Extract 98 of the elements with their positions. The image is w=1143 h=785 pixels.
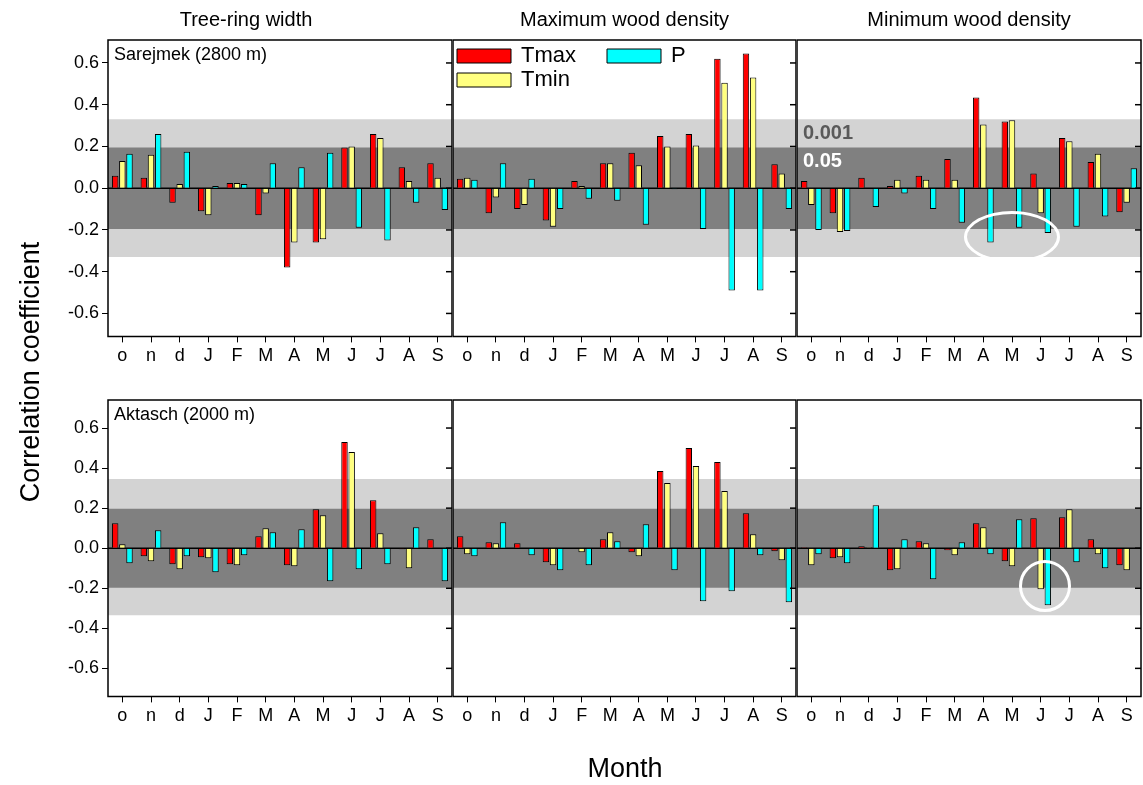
legend-label: P bbox=[671, 42, 686, 68]
x-tick-label: n bbox=[834, 345, 846, 366]
x-tick-label: n bbox=[834, 705, 846, 726]
x-tick-label: J bbox=[720, 705, 730, 726]
x-tick-label: M bbox=[315, 345, 331, 366]
y-tick-label: 0.0 bbox=[73, 537, 99, 558]
x-tick-label: F bbox=[576, 345, 588, 366]
x-tick-label: J bbox=[375, 705, 385, 726]
y-tick-label: 0.6 bbox=[73, 417, 99, 438]
x-tick-label: F bbox=[576, 705, 588, 726]
x-tick-label: A bbox=[977, 345, 990, 366]
x-tick-label: d bbox=[519, 345, 530, 366]
x-tick-label: J bbox=[203, 705, 213, 726]
y-tick-label: 0.6 bbox=[73, 51, 99, 72]
y-tick-label: -0.6 bbox=[67, 657, 99, 678]
y-tick-label: -0.4 bbox=[67, 617, 99, 638]
legend-label: Tmin bbox=[521, 66, 570, 92]
x-tick-label: n bbox=[490, 345, 501, 366]
band-label: 0.05 bbox=[803, 149, 842, 172]
x-tick-label: d bbox=[174, 345, 185, 366]
x-tick-label: o bbox=[117, 705, 128, 726]
x-tick-label: S bbox=[431, 705, 444, 726]
x-axis-title: Month bbox=[587, 752, 663, 784]
x-tick-label: M bbox=[1004, 705, 1020, 726]
x-tick-label: A bbox=[977, 705, 990, 726]
x-tick-label: o bbox=[117, 345, 128, 366]
x-tick-label: J bbox=[691, 345, 701, 366]
x-tick-label: d bbox=[863, 705, 874, 726]
annotation: Sarejmek (2800 m) bbox=[114, 43, 268, 64]
x-tick-label: J bbox=[347, 705, 357, 726]
x-tick-label: M bbox=[947, 705, 963, 726]
y-tick-label: -0.2 bbox=[67, 577, 99, 598]
chart-title: Maximum wood density bbox=[520, 7, 729, 30]
x-tick-label: M bbox=[602, 345, 618, 366]
x-tick-label: S bbox=[1120, 705, 1133, 726]
x-tick-label: J bbox=[1036, 345, 1046, 366]
x-tick-label: J bbox=[203, 345, 213, 366]
y-tick-label: -0.2 bbox=[67, 218, 99, 239]
x-tick-label: M bbox=[1004, 345, 1020, 366]
x-tick-label: S bbox=[1120, 345, 1133, 366]
x-tick-label: J bbox=[347, 345, 357, 366]
x-tick-label: o bbox=[462, 345, 473, 366]
x-tick-label: o bbox=[806, 705, 817, 726]
chart-title: Minimum wood density bbox=[867, 7, 1071, 30]
legend-label: Tmax bbox=[521, 42, 576, 68]
y-tick-label: 0.2 bbox=[73, 497, 99, 518]
x-tick-label: J bbox=[892, 345, 902, 366]
x-tick-label: A bbox=[632, 705, 645, 726]
x-tick-label: A bbox=[1091, 345, 1105, 366]
x-tick-label: M bbox=[602, 705, 618, 726]
x-tick-label: A bbox=[1091, 705, 1105, 726]
x-tick-label: o bbox=[462, 705, 473, 726]
x-tick-label: F bbox=[920, 345, 932, 366]
y-axis-title: Correlation coefficient bbox=[14, 241, 46, 503]
y-tick-label: 0.2 bbox=[73, 135, 99, 156]
x-tick-label: A bbox=[747, 345, 760, 366]
x-tick-label: A bbox=[402, 705, 416, 726]
x-tick-label: J bbox=[892, 705, 902, 726]
x-tick-label: M bbox=[258, 345, 274, 366]
x-tick-label: J bbox=[548, 705, 558, 726]
y-tick-label: 0.0 bbox=[73, 177, 99, 198]
x-tick-label: F bbox=[920, 705, 932, 726]
x-tick-label: M bbox=[659, 345, 675, 366]
x-tick-label: J bbox=[1036, 705, 1046, 726]
x-tick-label: A bbox=[747, 705, 760, 726]
x-tick-label: J bbox=[375, 345, 385, 366]
x-tick-label: M bbox=[659, 705, 675, 726]
y-tick-label: 0.4 bbox=[73, 93, 99, 114]
x-tick-label: d bbox=[519, 705, 530, 726]
x-tick-label: J bbox=[1064, 705, 1074, 726]
x-tick-label: n bbox=[145, 705, 157, 726]
x-tick-label: J bbox=[548, 345, 558, 366]
x-tick-label: J bbox=[691, 705, 701, 726]
x-tick-label: S bbox=[775, 705, 788, 726]
chart-title: Tree-ring width bbox=[179, 7, 313, 30]
y-tick-label: -0.4 bbox=[67, 260, 99, 281]
x-tick-label: n bbox=[145, 345, 157, 366]
x-tick-label: J bbox=[720, 345, 730, 366]
x-tick-label: M bbox=[315, 705, 331, 726]
x-tick-label: o bbox=[806, 345, 817, 366]
x-tick-label: S bbox=[775, 345, 788, 366]
x-tick-label: d bbox=[174, 705, 185, 726]
y-tick-label: 0.4 bbox=[73, 457, 99, 478]
x-tick-label: n bbox=[490, 705, 501, 726]
band-label: 0.001 bbox=[803, 120, 854, 143]
x-tick-label: M bbox=[947, 345, 963, 366]
x-tick-label: J bbox=[1064, 345, 1074, 366]
x-tick-label: A bbox=[288, 705, 301, 726]
annotation: Aktasch (2000 m) bbox=[114, 403, 256, 424]
x-tick-label: F bbox=[231, 345, 243, 366]
y-tick-label: -0.6 bbox=[67, 302, 99, 323]
x-tick-label: A bbox=[402, 345, 416, 366]
x-tick-label: A bbox=[288, 345, 301, 366]
x-tick-label: d bbox=[863, 345, 874, 366]
x-tick-label: A bbox=[632, 345, 645, 366]
x-tick-label: S bbox=[431, 345, 444, 366]
x-tick-label: M bbox=[258, 705, 274, 726]
x-tick-label: F bbox=[231, 705, 243, 726]
